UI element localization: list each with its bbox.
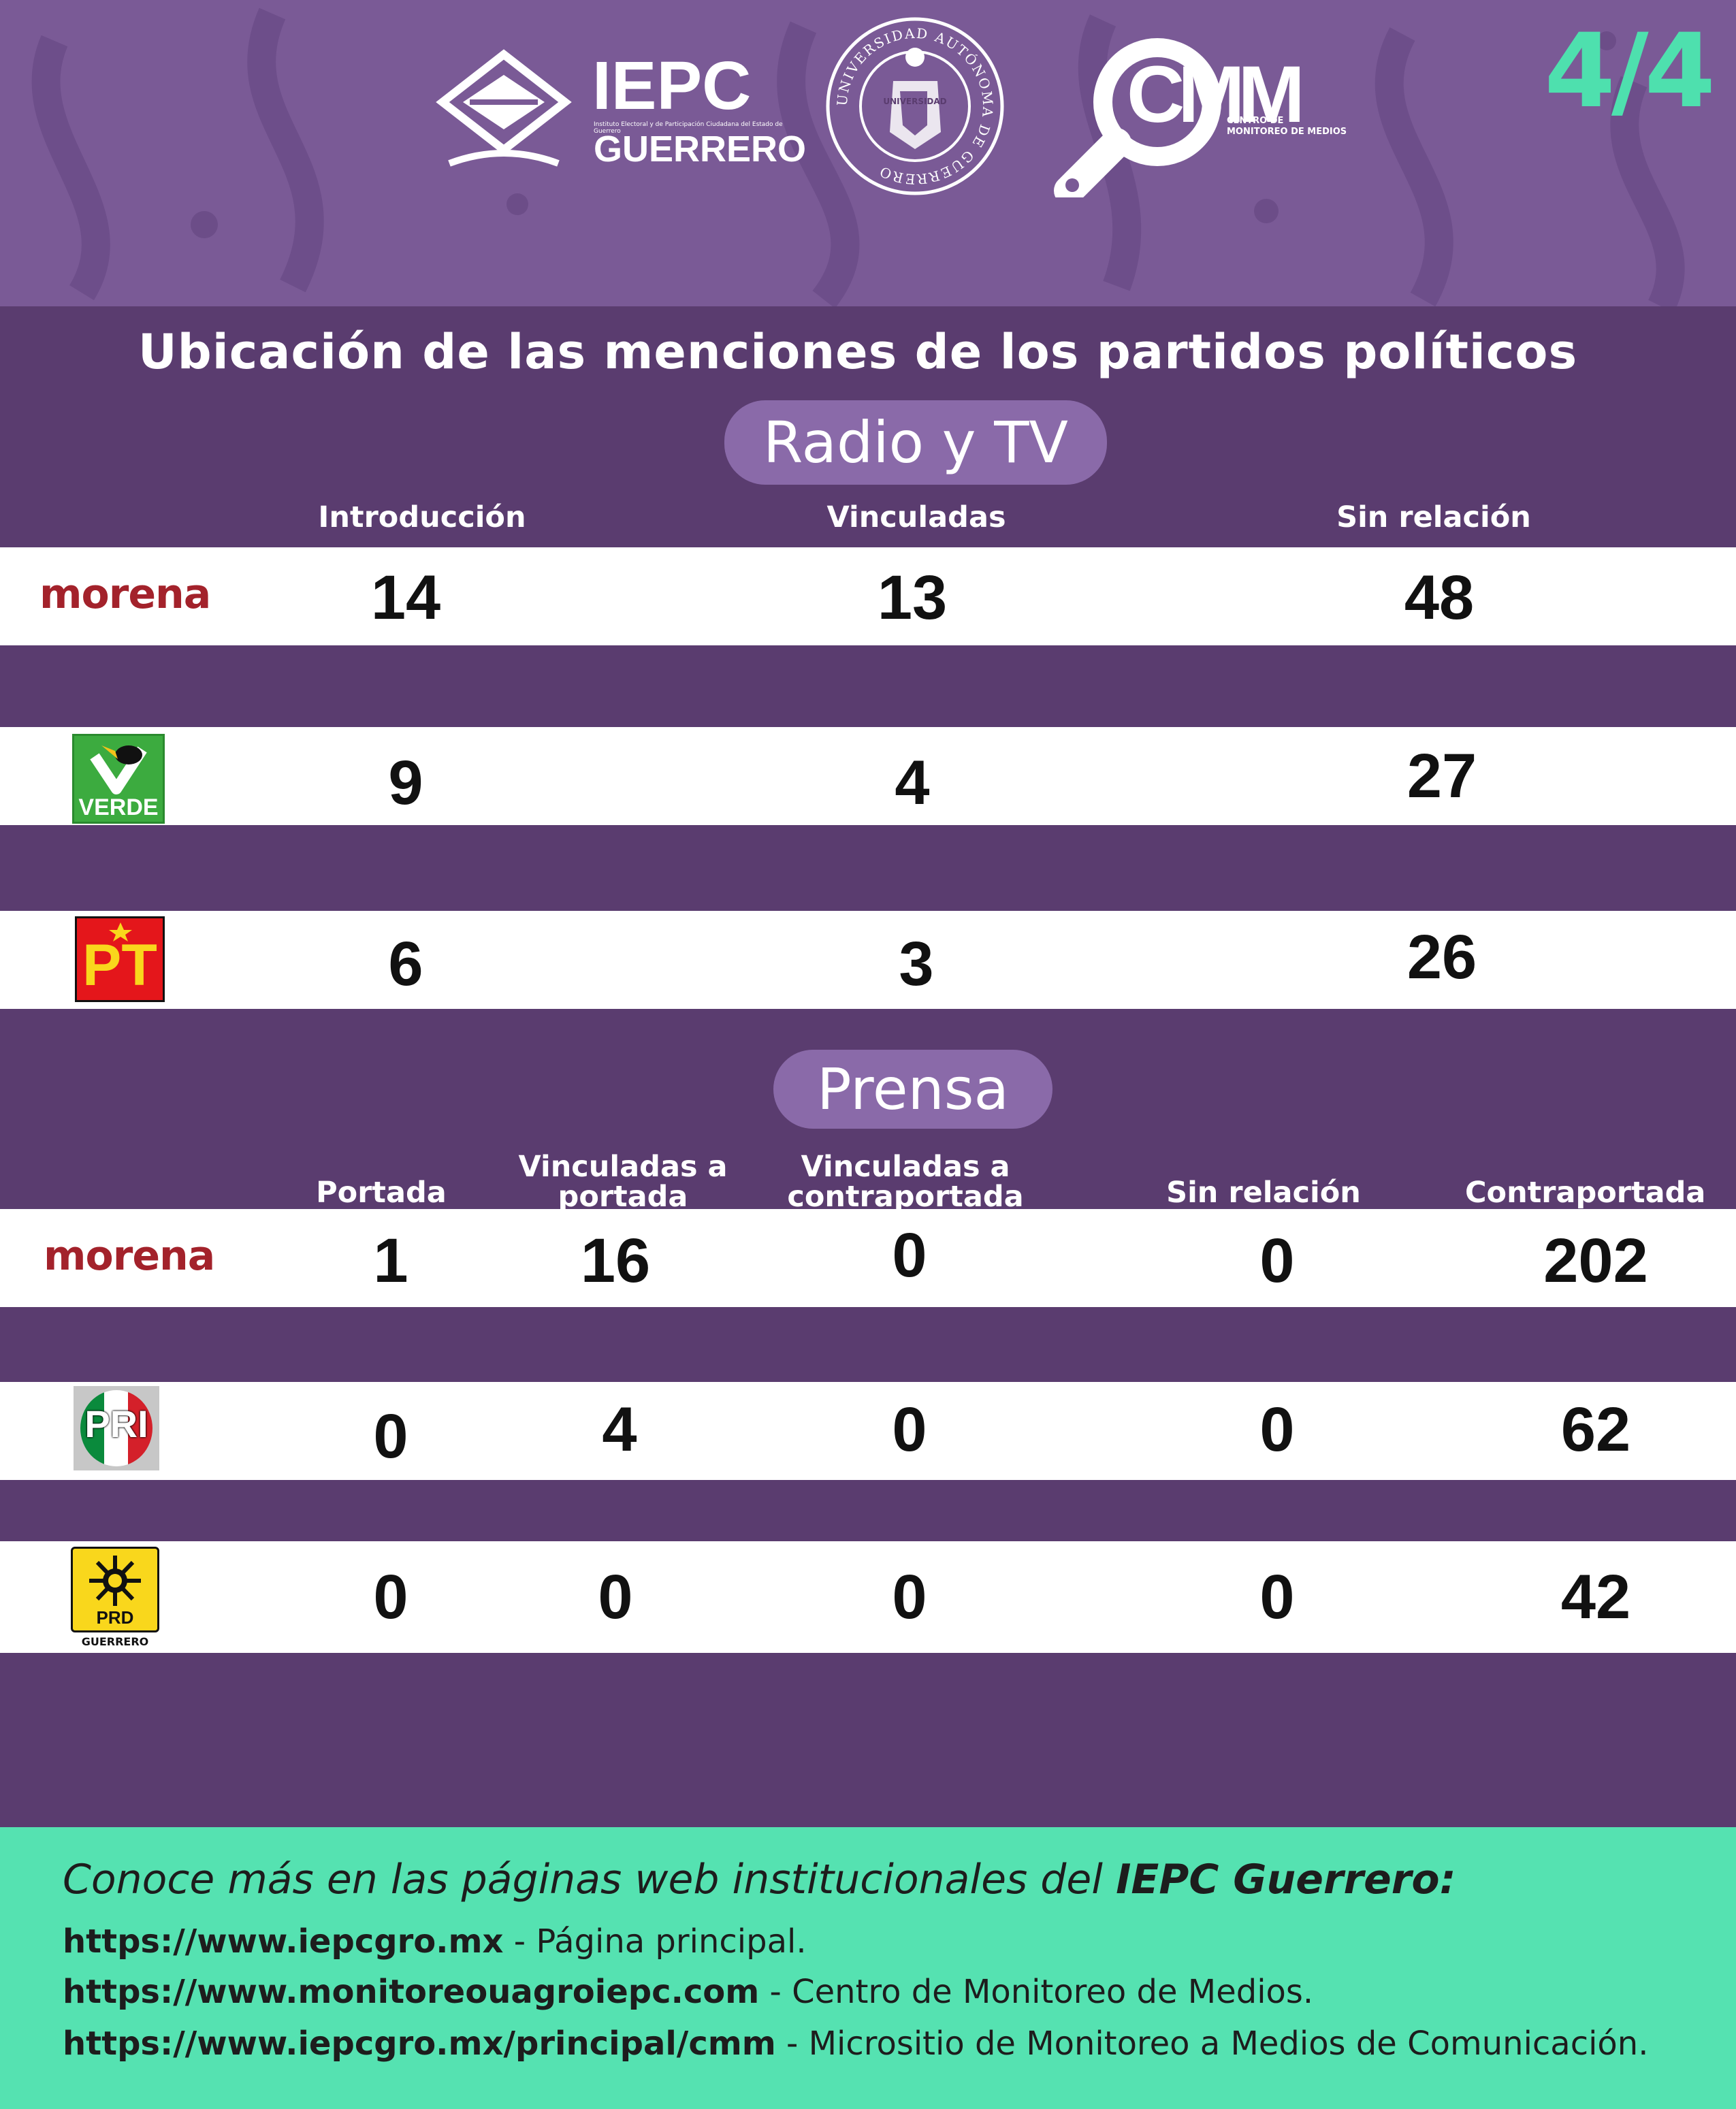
table-cell: 0 [892,1562,927,1632]
verde-logo-text: VERDE [78,794,159,820]
prd-logo: PRD [71,1547,159,1632]
cmm-logo: CMM CENTRO DE MONITOREO DE MEDIOS [1048,27,1348,206]
footer-link-line: https://www.iepcgro.mx/principal/cmm - M… [63,2025,1649,2063]
table-cell: 62 [1560,1395,1631,1464]
prensa-column-header: Vinculadas a contraportada [787,1150,1024,1214]
prensa-column-header: Contraportada [1465,1176,1706,1210]
table-row: PT 6 3 26 [0,911,1736,1009]
prd-logo-sub: GUERRERO [81,1635,149,1648]
table-cell: 4 [895,748,930,818]
iepc-logo-tagline: Instituto Electoral y de Participación C… [594,121,783,135]
table-cell: 0 [892,1395,927,1464]
iepc-emblem-icon [436,49,572,167]
footer-link[interactable]: https://www.iepcgro.mx [63,1922,504,1961]
table-cell: 0 [373,1402,408,1471]
table-cell: 0 [1259,1562,1295,1632]
prd-logo-text: PRD [96,1607,134,1628]
section-label-prensa: Prensa [773,1050,1052,1129]
toucan-icon [90,745,147,794]
pri-logo-text: PRI [84,1402,148,1445]
cmm-logo-sub1: CENTRO DE [1227,116,1284,126]
page-title: Ubicación de las menciones de los partid… [138,324,1578,380]
footer-link[interactable]: https://www.iepcgro.mx/principal/cmm [63,2025,776,2063]
table-cell: 16 [580,1226,651,1295]
morena-logo: morena [39,570,211,618]
header: IEPC Instituto Electoral y de Participac… [0,0,1736,306]
radio-tv-column-header: Vinculadas [826,500,1006,534]
iepc-logo-sub: GUERRERO [594,129,807,170]
footer: Conoce más en las páginas web institucio… [0,1827,1736,2109]
table-row: morena 14 13 48 [0,547,1736,645]
table-cell: 26 [1407,922,1477,992]
decorative-pattern [31,7,1685,306]
magnifier-icon [1054,38,1221,206]
pri-logo: PRI [74,1386,159,1470]
table-row: PRI 0 4 0 0 62 [0,1382,1736,1480]
uagro-inner-text: UNIVERSIDAD [883,97,947,106]
prensa-column-header: Vinculadas a portada [518,1150,728,1214]
star-icon [109,922,132,941]
table-row: VERDE 9 4 27 [0,727,1736,825]
table-cell: 202 [1543,1226,1648,1295]
uagro-seal: UNIVERSIDAD AUTÓNOMA DE GUERRERO UNIVERS… [825,16,1005,196]
iepc-logo: IEPC Instituto Electoral y de Participac… [436,48,806,170]
uagro-ring-text: UNIVERSIDAD AUTÓNOMA DE GUERRERO [834,25,997,188]
sun-icon [89,1556,141,1606]
pt-logo-text: PT [82,933,157,998]
table-cell: 13 [877,563,948,632]
table-cell: 27 [1407,741,1477,811]
footer-intro: Conoce más en las páginas web institucio… [63,1856,1456,1903]
table-cell: 14 [370,563,441,632]
table-cell: 4 [602,1395,637,1464]
table-row: PRD GUERRERO 0 0 0 0 42 [0,1541,1736,1653]
table-cell: 0 [1259,1395,1295,1464]
section-label-radio-tv: Radio y TV [724,400,1107,485]
table-cell: 0 [373,1562,408,1632]
cmm-logo-sub2: MONITOREO DE MEDIOS [1227,127,1347,137]
table-cell: 0 [1259,1226,1295,1295]
morena-logo: morena [44,1232,215,1280]
prensa-column-header: Portada [316,1176,447,1210]
radio-tv-column-header: Introducción [318,500,526,534]
table-cell: 42 [1560,1562,1631,1632]
footer-link[interactable]: https://www.monitoreouagroiepc.com [63,1973,760,2011]
iepc-logo-name: IEPC [592,48,752,124]
cmm-logo-name: CMM [1127,50,1305,140]
prensa-column-header: Sin relación [1166,1176,1361,1210]
table-row: morena 1 16 0 0 202 [0,1209,1736,1307]
verde-logo: VERDE [72,734,165,824]
table-cell: 0 [598,1562,633,1632]
table-cell: 6 [388,929,423,999]
table-cell: 3 [899,929,934,999]
page-counter: 4/4 [1544,12,1716,131]
footer-link-line: https://www.iepcgro.mx - Página principa… [63,1922,807,1961]
radio-tv-column-header: Sin relación [1336,500,1531,534]
table-cell: 0 [892,1221,927,1290]
svg-text:UNIVERSIDAD AUTÓNOMA DE GUERRE: UNIVERSIDAD AUTÓNOMA DE GUERRERO [834,25,997,188]
table-cell: 1 [373,1226,408,1295]
table-cell: 48 [1404,563,1475,632]
uagro-seal-icon [826,17,1004,195]
footer-link-line: https://www.monitoreouagroiepc.com - Cen… [63,1973,1314,2011]
table-cell: 9 [388,748,423,818]
pt-logo: PT [75,916,165,1002]
